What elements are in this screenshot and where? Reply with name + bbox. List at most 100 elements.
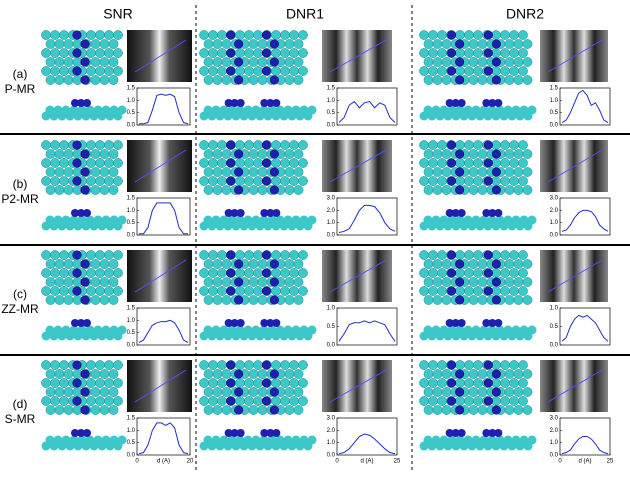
atom — [509, 378, 519, 388]
atom — [203, 405, 214, 415]
adatom — [226, 286, 236, 296]
atom — [280, 176, 290, 186]
atom — [423, 405, 434, 415]
adatom — [72, 396, 82, 406]
adatom — [488, 429, 497, 437]
atom — [104, 360, 114, 370]
atom — [280, 286, 290, 296]
atom — [298, 268, 308, 278]
atom — [298, 48, 308, 58]
atom — [455, 250, 465, 260]
atom — [419, 396, 429, 406]
atom — [468, 405, 479, 415]
atom — [248, 295, 259, 305]
atom — [104, 30, 114, 40]
atom — [513, 295, 524, 305]
atom — [428, 30, 438, 40]
x-tick-label: 0 — [335, 459, 339, 465]
atom — [95, 268, 105, 278]
atom — [117, 325, 127, 335]
atom — [477, 277, 488, 287]
atom — [113, 140, 123, 150]
atom — [271, 66, 281, 76]
atom — [257, 185, 268, 195]
plot-frame — [136, 197, 191, 236]
adatom — [226, 360, 236, 370]
atom — [513, 185, 524, 195]
atom — [428, 268, 438, 278]
atom — [212, 167, 223, 177]
adatom — [266, 99, 275, 107]
atom — [95, 396, 105, 406]
adatom — [455, 57, 465, 67]
atom — [468, 277, 479, 287]
atom — [54, 369, 65, 379]
y-tick-label: 1.0 — [550, 306, 559, 312]
atom — [99, 387, 110, 397]
atom — [464, 66, 474, 76]
atom — [289, 66, 299, 76]
atom — [468, 149, 479, 159]
y-tick-label: 0.0 — [127, 453, 136, 459]
atom — [455, 158, 465, 168]
adatom — [261, 30, 271, 40]
atom — [203, 369, 214, 379]
atom — [428, 396, 438, 406]
atom — [509, 48, 519, 58]
atom — [428, 250, 438, 260]
atom — [104, 176, 114, 186]
atom — [108, 295, 119, 305]
stm-image — [540, 140, 608, 192]
adatom — [455, 75, 465, 85]
atom — [203, 259, 214, 269]
adatom — [266, 319, 275, 327]
atom — [423, 57, 434, 67]
adatom — [234, 167, 244, 177]
adatom — [234, 149, 244, 159]
atom — [432, 149, 443, 159]
atom — [63, 387, 74, 397]
atom — [271, 250, 281, 260]
adatom — [226, 158, 236, 168]
atom — [54, 57, 65, 67]
atom — [441, 39, 452, 49]
atom — [428, 48, 438, 58]
adatom — [451, 429, 460, 437]
atom — [212, 149, 223, 159]
atom — [280, 250, 290, 260]
atom — [419, 268, 429, 278]
atom — [473, 66, 483, 76]
atom — [45, 185, 56, 195]
adatom — [260, 99, 269, 107]
atom — [509, 286, 519, 296]
atom — [271, 286, 281, 296]
atom — [307, 215, 317, 225]
atom — [419, 140, 429, 150]
atom — [86, 396, 96, 406]
atom — [518, 176, 528, 186]
atom — [41, 176, 51, 186]
atom — [518, 158, 528, 168]
atom — [108, 167, 119, 177]
atom — [235, 396, 245, 406]
atom — [199, 250, 209, 260]
adatom — [261, 286, 271, 296]
adatom — [269, 405, 279, 415]
atom — [217, 176, 227, 186]
adatom — [483, 286, 493, 296]
atom — [221, 149, 232, 159]
atom — [284, 57, 295, 67]
atom — [509, 268, 519, 278]
profile-curve — [561, 436, 609, 455]
atom — [468, 387, 479, 397]
atom — [253, 396, 263, 406]
atom — [289, 48, 299, 58]
adatom — [230, 209, 239, 217]
adatom — [269, 39, 279, 49]
atom — [289, 396, 299, 406]
y-tick-label: 2.0 — [327, 428, 336, 434]
atom — [500, 286, 510, 296]
atom — [441, 167, 452, 177]
adatom — [71, 429, 79, 437]
atom — [113, 176, 123, 186]
